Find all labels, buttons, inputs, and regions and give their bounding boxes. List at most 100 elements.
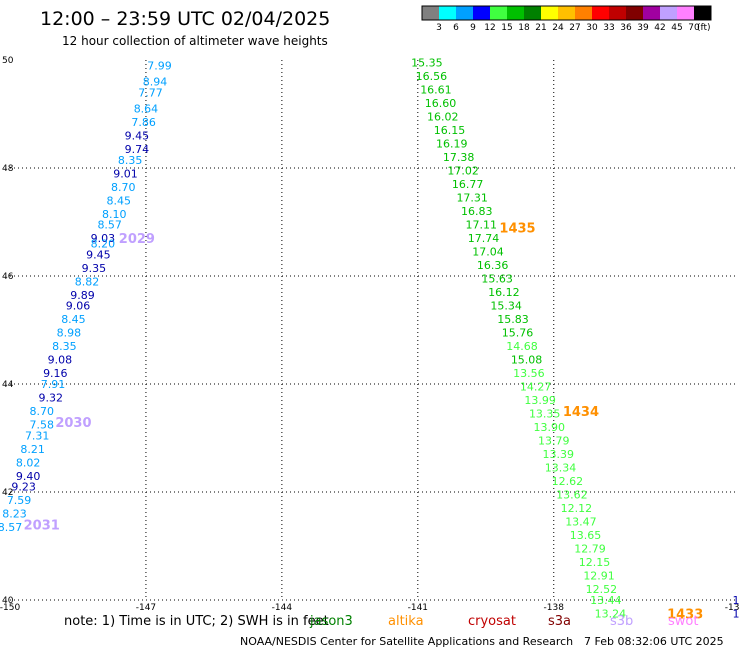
wave-height-point: 15.76: [502, 327, 534, 340]
wave-height-point: 14.68: [506, 340, 538, 353]
y-tick-label: 50: [2, 56, 14, 66]
wave-height-point: 7.91: [41, 378, 66, 391]
satellite-label-cryosat: cryosat: [468, 614, 516, 629]
wave-height-point: 9.23: [11, 481, 36, 494]
wave-height-point: 7.99: [147, 59, 172, 72]
legend-swatch: [473, 6, 490, 20]
wave-height-point: 16.83: [461, 205, 493, 218]
legend-swatch: [507, 6, 524, 20]
wave-height-point: 12.15: [579, 556, 611, 569]
wave-height-point: 9.06: [66, 300, 91, 313]
wave-height-point: 16.36: [477, 259, 509, 272]
wave-height-point: 16.60: [425, 97, 457, 110]
pass-time-label: 1435: [499, 221, 535, 236]
wave-height-point: 16.56: [416, 70, 448, 83]
wave-height-point: 15.63: [481, 273, 513, 286]
legend-swatch: [541, 6, 558, 20]
wave-height-point: 8.45: [107, 194, 132, 207]
pass-time-label: 2030: [55, 416, 91, 431]
legend-label: 12: [484, 23, 495, 33]
wave-height-point: 8.02: [16, 456, 41, 469]
wave-height-point: 17.31: [456, 192, 488, 205]
axis-ticks: -150 -147 -144 -141 -138 -134 40 42 44 46 48 50: [0, 56, 740, 613]
satellite-label-jason3: jason3: [309, 614, 353, 629]
wave-height-point: 12.62: [552, 475, 584, 488]
wave-height-point: 12.91: [583, 570, 615, 583]
x-tick-label: -141: [408, 603, 428, 613]
legend-label: 42: [654, 23, 665, 33]
wave-height-point: 7.31: [25, 429, 50, 442]
satellite-label-s3b: s3b: [610, 614, 633, 629]
wave-height-point: 9.45: [86, 248, 111, 261]
wave-height-point: 13.39: [543, 448, 575, 461]
wave-height-point: 8.64: [134, 103, 159, 116]
y-tick-label: 46: [2, 272, 14, 282]
wave-height-point: 16.15: [434, 124, 466, 137]
legend-label: 18: [518, 23, 530, 33]
legend-swatch: [660, 6, 677, 20]
wave-height-point: 15.34: [490, 300, 522, 313]
pass-time-label: 1434: [563, 405, 599, 420]
x-tick-label: -138: [544, 603, 565, 613]
wave-height-point: 14.27: [520, 381, 552, 394]
wave-height-point: 13.47: [565, 516, 597, 529]
wave-height-point: 8.35: [118, 154, 143, 167]
altimeter-wave-map: 12:00 – 23:59 UTC 02/04/2025 12 hour col…: [0, 0, 740, 650]
legend-label: 36: [620, 23, 632, 33]
legend-label: 24: [552, 23, 564, 33]
wave-height-point: 13.34: [545, 462, 577, 475]
wave-height-point: 13.44: [590, 594, 622, 607]
wave-height-point: 8.98: [57, 327, 82, 340]
footer-timestamp: 7 Feb 08:32:06 UTC 2025: [584, 635, 724, 648]
wave-height-point: 8.21: [20, 443, 45, 456]
x-tick-label: -147: [136, 603, 156, 613]
legend-label: 21: [535, 23, 546, 33]
legend-swatch: [677, 6, 694, 20]
legend-label: 6: [453, 23, 459, 33]
wave-height-point: 7.59: [7, 494, 32, 507]
x-tick-label: -144: [272, 603, 293, 613]
map-grid: [10, 60, 735, 600]
legend-label: 9: [470, 23, 476, 33]
legend-label: 30: [586, 23, 598, 33]
wave-height-point: 12.79: [574, 543, 606, 556]
wave-height-point: 17.11: [466, 219, 498, 232]
wave-height-point: 7.86: [131, 116, 156, 129]
wave-height-point: 13.99: [524, 394, 556, 407]
wave-height-point: 13.35: [529, 408, 561, 421]
wave-height-point: 10: [733, 594, 740, 607]
wave-height-point: 16.77: [452, 178, 484, 191]
wave-height-point: 8.70: [111, 181, 136, 194]
wave-height-point: 8.70: [29, 405, 54, 418]
wave-height-point: 15.35: [411, 57, 443, 70]
wave-height-point: 8.57: [97, 219, 122, 232]
y-tick-label: 48: [2, 164, 14, 174]
legend-swatch: [524, 6, 541, 20]
y-tick-label: 40: [2, 596, 14, 606]
legend-label: 3: [436, 23, 442, 33]
legend-label: 15: [501, 23, 512, 33]
wave-height-point: 9.32: [39, 392, 64, 405]
wave-height-point: 15.83: [497, 313, 529, 326]
wave-height-point: 12.12: [561, 502, 593, 515]
wave-height-point: 13.79: [538, 435, 570, 448]
pass-time-label: 2029: [119, 232, 155, 247]
wave-height-point: 8.45: [61, 313, 86, 326]
wave-height-point: 17.04: [472, 246, 504, 259]
color-legend: 3 6 9 12 15 18 21 24 27 30 33 36 39 42 45 70(ft): [422, 6, 711, 33]
wave-height-point: 13.62: [556, 489, 588, 502]
wave-height-point: 13.90: [533, 421, 565, 434]
map-subtitle: 12 hour collection of altimeter wave hei…: [62, 34, 328, 48]
wave-height-point: 9.45: [125, 130, 150, 143]
footer-source: NOAA/NESDIS Center for Satellite Applica…: [240, 635, 573, 648]
wave-height-point: 16.12: [488, 286, 520, 299]
legend-swatch: [558, 6, 575, 20]
wave-height-point: 17.74: [468, 232, 500, 245]
wave-height-point: 10: [733, 608, 740, 621]
wave-height-point: 17.02: [447, 165, 479, 178]
wave-height-point: 9.35: [82, 262, 107, 275]
legend-unit: (ft): [697, 23, 711, 33]
legend-swatch: [609, 6, 626, 20]
note-text: note: 1) Time is in UTC; 2) SWH is in fe…: [64, 614, 329, 629]
wave-height-point: 8.35: [52, 340, 77, 353]
